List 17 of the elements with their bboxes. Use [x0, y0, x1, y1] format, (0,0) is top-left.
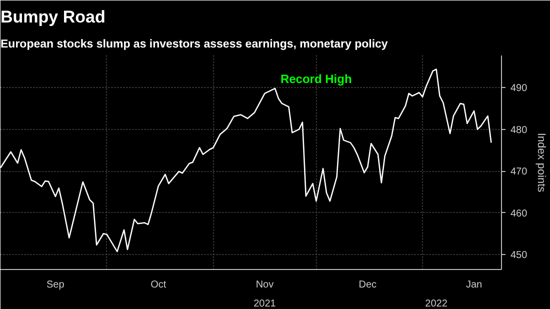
chart-subtitle: European stocks slump as investors assess earnings, monetary policy	[0, 38, 388, 50]
chart-title: Bumpy Road	[0, 8, 106, 26]
y-tick-label: 480	[510, 124, 528, 136]
x-tick-label: Sep	[46, 280, 65, 290]
annotation: Record High	[280, 72, 352, 86]
x-tick-label: Jan	[466, 280, 482, 290]
x2-tick-label: 2021	[254, 298, 276, 309]
y-axis-title: Index points	[535, 132, 548, 193]
x2-tick-label: 2022	[425, 298, 448, 309]
x-tick-label: Oct	[150, 280, 166, 290]
x-tick-label: Dec	[358, 280, 377, 290]
line-series	[0, 68, 492, 252]
x-tick-label: Nov	[256, 280, 274, 290]
y-tick-label: 460	[510, 208, 528, 220]
y-tick-label: 450	[510, 250, 528, 261]
y-tick-label: 490	[510, 83, 528, 94]
y-tick-label: 470	[510, 166, 528, 178]
